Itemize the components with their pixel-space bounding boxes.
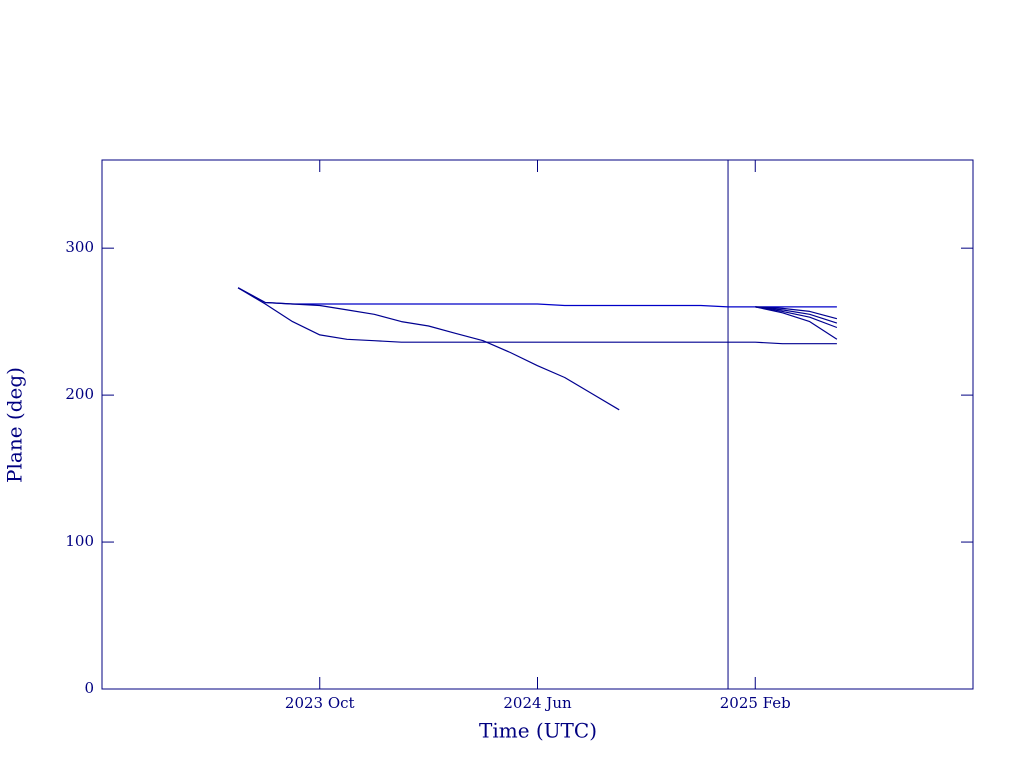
series-line bbox=[755, 306, 838, 324]
y-tick-label: 300 bbox=[65, 238, 94, 256]
series-line bbox=[755, 306, 838, 320]
y-tick-label: 0 bbox=[84, 679, 94, 697]
series-line bbox=[755, 306, 838, 340]
plot-frame bbox=[101, 159, 974, 690]
y-axis-label: Plane (deg) bbox=[3, 367, 27, 483]
series-line bbox=[755, 306, 838, 329]
y-tick-label: 200 bbox=[65, 385, 94, 403]
x-tick-label: 2024 Jun bbox=[503, 694, 572, 712]
y-tick-label: 100 bbox=[65, 532, 94, 550]
series-line bbox=[237, 287, 620, 411]
x-axis-label: Time (UTC) bbox=[479, 719, 597, 743]
series-line bbox=[237, 287, 837, 345]
x-tick-label: 2023 Oct bbox=[285, 694, 355, 712]
x-tick-label: 2025 Feb bbox=[720, 694, 791, 712]
series-line bbox=[237, 287, 837, 308]
